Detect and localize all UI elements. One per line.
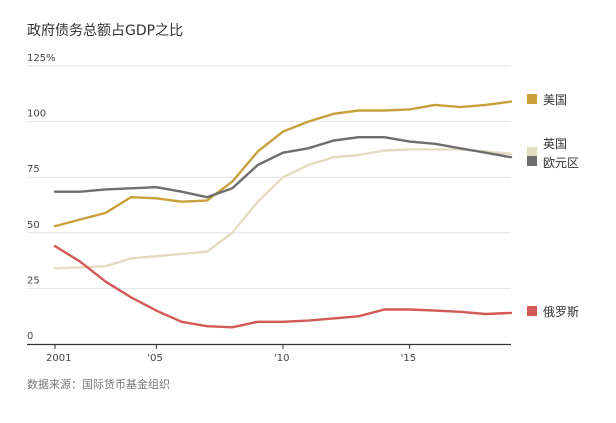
source-note: 数据来源：国际货币基金组织 [27, 378, 170, 391]
y-axis: 0 25 50 75 100 125% [27, 53, 56, 342]
legend-label: 美国 [543, 93, 567, 107]
x-axis [27, 343, 511, 349]
x-axis-labels: 2001 '05 '10 '15 [46, 353, 416, 364]
y-tick-label: 125% [27, 53, 56, 64]
x-tick-label: '05 [147, 353, 162, 364]
gridlines [27, 65, 511, 289]
series-line-4 [53, 244, 513, 329]
x-tick-label: 2001 [46, 353, 71, 364]
y-tick-label: 0 [27, 331, 33, 342]
legend-swatch [527, 156, 537, 166]
y-tick-label: 75 [27, 164, 40, 175]
series-line-1 [53, 100, 513, 228]
y-tick-label: 25 [27, 275, 40, 286]
legend-label: 英国 [543, 137, 567, 151]
legend-label: 欧元区 [543, 156, 579, 170]
series-lines [53, 100, 513, 329]
x-tick-label: '15 [401, 353, 416, 364]
legend-label: 俄罗斯 [543, 305, 579, 319]
chart-title: 政府债务总额占GDP之比 [27, 23, 184, 39]
series-line-2 [53, 148, 513, 270]
y-tick-label: 50 [27, 220, 40, 231]
legend-swatch [527, 94, 537, 104]
legend-swatch [527, 306, 537, 316]
x-tick-label: '10 [274, 353, 289, 364]
series-line-3 [53, 135, 513, 199]
legend-swatch [527, 147, 537, 157]
y-tick-label: 100 [27, 109, 46, 120]
